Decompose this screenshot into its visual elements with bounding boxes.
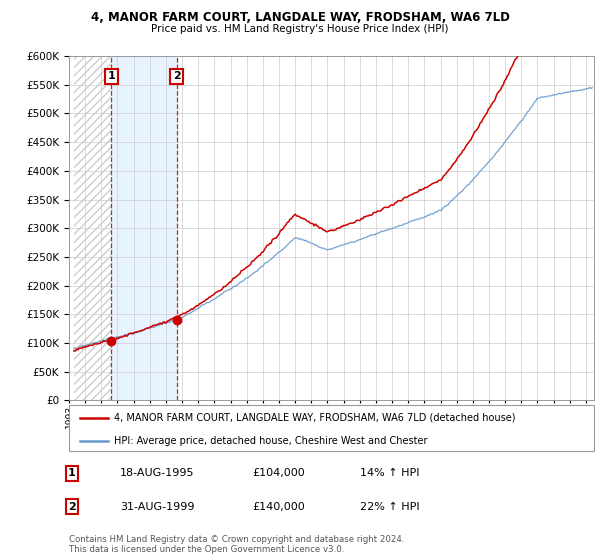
Text: Contains HM Land Registry data © Crown copyright and database right 2024.
This d: Contains HM Land Registry data © Crown c… — [69, 535, 404, 554]
Text: 4, MANOR FARM COURT, LANGDALE WAY, FRODSHAM, WA6 7LD: 4, MANOR FARM COURT, LANGDALE WAY, FRODS… — [91, 11, 509, 24]
Text: 31-AUG-1999: 31-AUG-1999 — [120, 502, 194, 512]
FancyBboxPatch shape — [69, 405, 594, 451]
Text: HPI: Average price, detached house, Cheshire West and Chester: HPI: Average price, detached house, Ches… — [113, 436, 427, 446]
Text: 1: 1 — [107, 72, 115, 82]
Text: 22% ↑ HPI: 22% ↑ HPI — [360, 502, 419, 512]
Text: 18-AUG-1995: 18-AUG-1995 — [120, 468, 194, 478]
Text: 1: 1 — [68, 468, 76, 478]
Text: 2: 2 — [173, 72, 181, 82]
Text: 14% ↑ HPI: 14% ↑ HPI — [360, 468, 419, 478]
Text: £140,000: £140,000 — [252, 502, 305, 512]
Bar — [112, 56, 177, 400]
Text: Price paid vs. HM Land Registry's House Price Index (HPI): Price paid vs. HM Land Registry's House … — [151, 24, 449, 34]
Text: £104,000: £104,000 — [252, 468, 305, 478]
Text: 4, MANOR FARM COURT, LANGDALE WAY, FRODSHAM, WA6 7LD (detached house): 4, MANOR FARM COURT, LANGDALE WAY, FRODS… — [113, 413, 515, 423]
Text: 2: 2 — [68, 502, 76, 512]
